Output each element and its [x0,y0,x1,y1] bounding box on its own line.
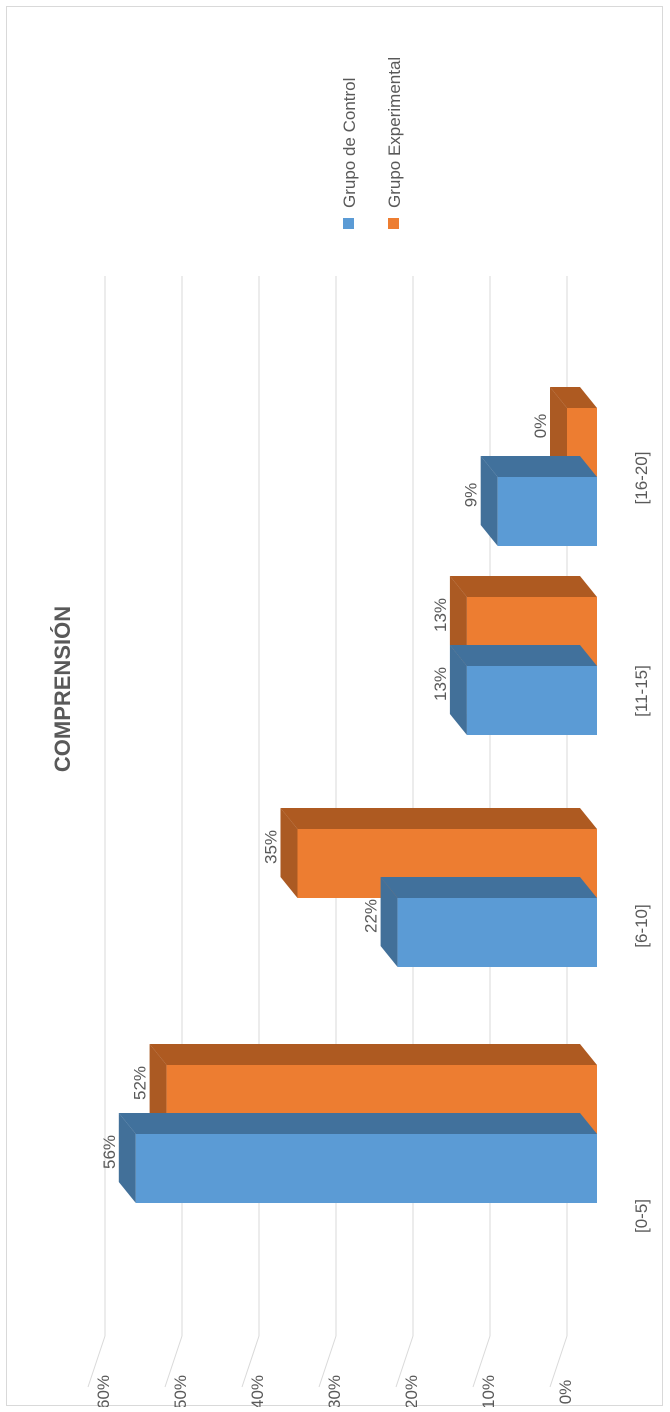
gridline-depth [395,1335,414,1388]
value-axis-ticks: 0% 10% 20% 30% 40% 50% 60% [94,1375,575,1407]
bar-top-face [380,877,597,898]
value-tick-label: 30% [325,1375,344,1407]
value-tick-label: 20% [402,1375,421,1407]
legend: Grupo de Control Grupo Experimental [340,57,404,229]
bar-end-face [380,877,398,967]
value-tick-label: 40% [248,1375,267,1407]
bar-end-face [449,576,467,666]
value-tick-label: 60% [94,1375,113,1407]
bars [118,387,598,1203]
bar-end-face [118,1113,136,1203]
gridline-depth [87,1335,106,1388]
data-labels: 52% 56% 35% 22% 13% 13% 0% 9% [100,414,550,1169]
bar-top-face [550,387,597,408]
gridline-depth [549,1335,568,1388]
bar [135,1134,598,1203]
data-label: 13% [431,598,450,632]
bar-end-face [280,808,298,898]
bar-top-face [480,456,597,477]
bar-end-face [149,1044,167,1134]
data-label: 0% [531,414,550,439]
legend-label: Grupo Experimental [385,57,404,208]
category-label: [0-5] [632,1199,651,1233]
category-label: [16-20] [632,452,651,505]
chart-canvas: 52% 56% 35% 22% 13% 13% 0% 9% 0% 10% 20% 30% 40% 50%… [50,57,651,1407]
chart-frame: 52% 56% 35% 22% 13% 13% 0% 9% 0% 10% 20% 30% 40% 50%… [6,6,663,1407]
data-label: 35% [262,830,281,864]
data-label: 22% [362,899,381,933]
data-label: 9% [462,483,481,508]
gridline-depth [241,1335,260,1388]
bar-top-face [280,808,597,829]
bar-top-face [149,1044,597,1065]
bar-top-face [449,576,597,597]
value-tick-label: 10% [479,1375,498,1407]
data-label: 13% [431,667,450,701]
gridline-depth [472,1335,491,1388]
gridline-depth [164,1335,183,1388]
bar-end-face [480,456,498,546]
bar [466,666,597,735]
data-label: 52% [131,1066,150,1100]
legend-swatch [388,218,399,229]
legend-swatch [343,218,354,229]
bar [497,477,597,546]
value-tick-label: 0% [556,1380,575,1405]
value-tick-label: 50% [171,1375,190,1407]
bar-top-face [449,645,597,666]
bar-top-face [118,1113,598,1134]
gridline-depth [318,1335,337,1388]
category-axis-labels: [0-5] [6-10] [11-15] [16-20] [632,452,651,1233]
category-label: [6-10] [632,904,651,947]
bar-end-face [550,387,567,477]
chart-title: COMPRENSIÓN [50,606,75,772]
legend-label: Grupo de Control [340,78,359,208]
data-label: 56% [100,1135,119,1169]
gridlines [87,276,568,1388]
bar [397,898,597,967]
category-label: [11-15] [632,665,651,717]
bar-end-face [449,645,467,735]
